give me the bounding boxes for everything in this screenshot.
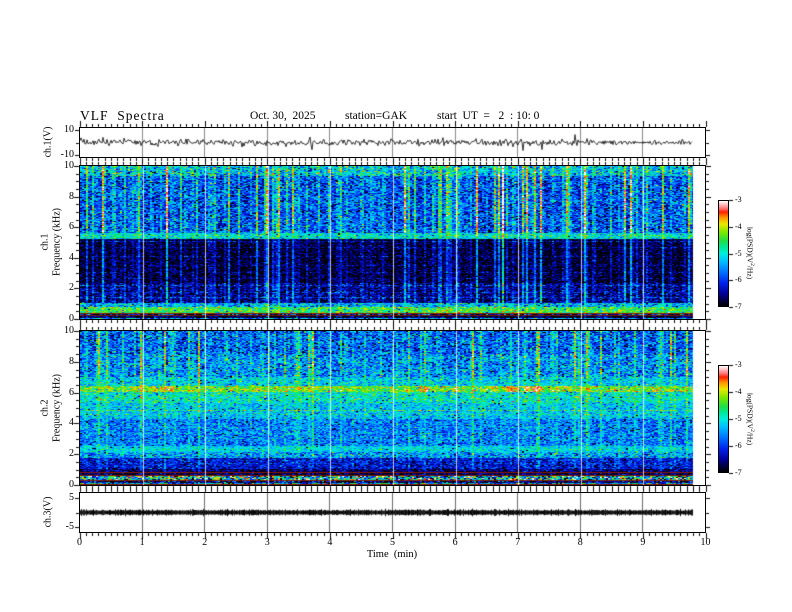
- colorbar-ch2-label: log(PSD)(V2/Hz): [745, 393, 755, 445]
- x-tick-label: 0: [77, 537, 82, 548]
- ch1-waveform-plot: [80, 128, 705, 157]
- y-tick-label: 0: [69, 479, 74, 490]
- colorbar-tick-label: -4: [735, 221, 742, 231]
- y-tick-label: 2: [69, 282, 74, 294]
- colorbar-ch2-gradient: [719, 366, 728, 472]
- y-tick-label: 8: [69, 190, 74, 202]
- page-title: VLF Spectra: [80, 108, 165, 123]
- ch2-spectrogram-panel: [79, 330, 706, 486]
- x-tick-label: 8: [577, 537, 583, 548]
- ch2-frequency-axis-label: ch.2 Frequency (kHz): [40, 374, 63, 442]
- y-tick-label: 10: [64, 325, 74, 336]
- colorbar-ch1: [718, 200, 729, 307]
- colorbar-tick-label: -6: [735, 441, 742, 450]
- y-tick-label: 5: [69, 492, 74, 504]
- ch1-spectrogram-plot: [80, 166, 705, 319]
- x-tick-label: 1: [139, 537, 145, 548]
- y-tick-label: 6: [69, 221, 74, 233]
- title-date: Oct. 30, 2025: [250, 110, 316, 122]
- cb2-label-pre: log(PSD)(V: [745, 392, 755, 430]
- ch2-axis-label-line2: Frequency (kHz): [51, 373, 62, 443]
- colorbar-tick-label: -4: [735, 387, 742, 396]
- x-tick-label: 10: [700, 537, 711, 548]
- x-tick-label: 4: [327, 537, 333, 548]
- y-tick-label: 10: [64, 124, 74, 136]
- colorbar-ch2: [718, 365, 729, 473]
- colorbar-tick-label: -7: [735, 302, 742, 311]
- colorbar-tick-label: -5: [735, 248, 742, 258]
- cb1-label-pre: log(PSD)(V: [745, 226, 755, 264]
- ch3-waveform-plot: [80, 493, 705, 532]
- colorbar-ch1-label: log(PSD)(V2/Hz): [745, 227, 755, 279]
- y-tick-label: 4: [69, 251, 74, 263]
- ch2-axis-label-line1: ch.2: [39, 399, 51, 417]
- cb2-label-post: /Hz): [745, 431, 755, 446]
- y-tick-label: 6: [69, 386, 74, 398]
- cb1-label-post: /Hz): [745, 265, 755, 280]
- y-tick-label: 4: [69, 417, 74, 429]
- colorbar-tick-label: -3: [735, 195, 742, 204]
- ch1-spectrogram-panel: [79, 165, 706, 320]
- y-tick-label: 0: [69, 313, 74, 324]
- time-axis-label: Time (min): [366, 549, 418, 560]
- colorbar-tick-label: -6: [735, 275, 742, 285]
- colorbar-tick-label: -3: [735, 360, 742, 369]
- ch1-waveform-panel: [79, 127, 706, 158]
- y-tick-label: 8: [69, 355, 74, 367]
- y-tick-label: 10: [64, 160, 74, 171]
- x-tick-label: 3: [264, 537, 270, 548]
- y-tick-label: -10: [60, 148, 74, 160]
- ch2-spectrogram-plot: [80, 331, 705, 485]
- title-start-ut: start UT = 2 : 10: 0: [437, 110, 540, 122]
- title-station: station=GAK: [345, 110, 408, 122]
- ch1-frequency-axis-label: ch.1 Frequency (kHz): [40, 208, 63, 276]
- y-tick-label: 2: [69, 448, 74, 460]
- x-tick-label: 5: [390, 537, 395, 548]
- ch3-waveform-panel: [79, 492, 706, 533]
- x-tick-label: 7: [515, 537, 521, 548]
- colorbar-tick-label: -5: [735, 414, 742, 423]
- colorbar-ch1-gradient: [719, 201, 728, 306]
- ch1-axis-label-line2: Frequency (kHz): [51, 207, 62, 277]
- x-tick-label: 6: [452, 537, 458, 548]
- colorbar-tick-label: -7: [735, 468, 742, 477]
- x-tick-label: 2: [202, 537, 208, 548]
- y-tick-label: -5: [65, 520, 74, 532]
- ch1-axis-label-line1: ch.1: [39, 233, 51, 251]
- x-tick-label: 9: [640, 537, 646, 548]
